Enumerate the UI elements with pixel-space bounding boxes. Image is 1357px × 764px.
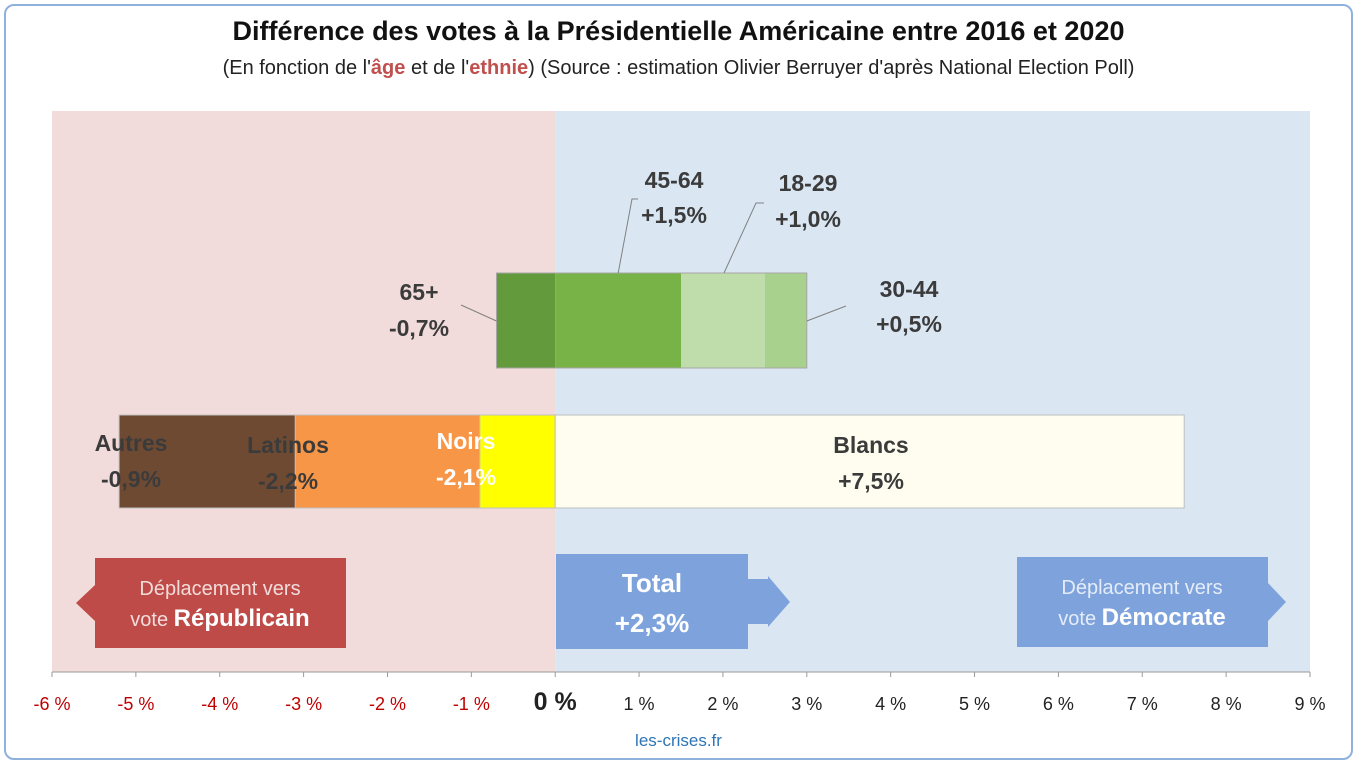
bars-layer xyxy=(118,272,1185,509)
label-noirs-value: -2,1% xyxy=(436,464,496,490)
republican-arrow-body xyxy=(95,558,346,648)
footer-source: les-crises.fr xyxy=(635,731,722,750)
republican-arrow-head xyxy=(76,585,95,621)
x-tick-label: 7 % xyxy=(1127,694,1158,714)
arrows-layer: Déplacement vers vote Républicain Total +2,… xyxy=(76,554,1286,649)
label-18-29-name: 18-29 xyxy=(779,170,838,196)
total-value: +2,3% xyxy=(615,608,689,638)
label-65-name: 65+ xyxy=(399,279,438,305)
subtitle-age: âge xyxy=(370,57,406,79)
x-tick-label: -2 % xyxy=(369,694,406,714)
label-65-value: -0,7% xyxy=(389,315,449,341)
subtitle-ethnie: ethnie xyxy=(469,57,529,79)
bar-65+ xyxy=(496,273,556,368)
bar-45-64 xyxy=(555,273,681,368)
label-noirs-name: Noirs xyxy=(437,428,496,454)
labels-layer: 65+ -0,7% 45-64 +1,5% 18-29 +1,0% 30-44 +0,5% Au… xyxy=(95,167,942,494)
democrat-arrow-body xyxy=(1017,557,1268,647)
x-axis-ticks: -6 % -5 % -4 % -3 % -2 % -1 % 0 % 1 % 2 % 3 % 4 % 5… xyxy=(33,672,1326,716)
label-autres-value: -0,9% xyxy=(101,466,161,492)
x-tick-label: 8 % xyxy=(1211,694,1242,714)
x-tick-label: 3 % xyxy=(791,694,822,714)
label-latinos-value: -2,2% xyxy=(258,468,318,494)
total-arrow-body xyxy=(556,554,748,649)
total-name: Total xyxy=(622,568,682,598)
bar-blancs xyxy=(554,414,1185,509)
x-tick-label: 5 % xyxy=(959,694,990,714)
x-tick-label: -4 % xyxy=(201,694,238,714)
x-tick-label: 1 % xyxy=(624,694,655,714)
x-tick-label: -1 % xyxy=(453,694,490,714)
democrat-arrow-line2: vote Démocrate xyxy=(1058,604,1225,631)
x-tick-label: -3 % xyxy=(285,694,322,714)
label-blancs-name: Blancs xyxy=(833,432,908,458)
democrat-arrow-head xyxy=(1268,583,1286,621)
subtitle-part-2: et de l' xyxy=(405,57,470,79)
bar-autres xyxy=(479,414,556,509)
label-30-44-name: 30-44 xyxy=(880,276,939,302)
chart-subtitle: (En fonction de l'âge et de l'ethnie) (S… xyxy=(0,57,1357,80)
democrat-arrow-line1: Déplacement vers xyxy=(1061,577,1222,599)
subtitle-part-1: (En fonction de l' xyxy=(222,57,371,79)
bar-latinos xyxy=(294,414,481,509)
x-tick-label: 9 % xyxy=(1294,694,1325,714)
leader-45-64 xyxy=(617,198,638,274)
leader-18-29 xyxy=(723,202,764,274)
x-tick-label: -5 % xyxy=(117,694,154,714)
x-tick-label: 4 % xyxy=(875,694,906,714)
label-latinos-name: Latinos xyxy=(247,432,329,458)
bar-30-44 xyxy=(764,273,807,368)
label-45-64-value: +1,5% xyxy=(641,202,707,228)
leader-30-44 xyxy=(806,305,847,322)
x-tick-label: 2 % xyxy=(707,694,738,714)
chart-title: Différence des votes à la Présidentielle… xyxy=(232,16,1125,46)
label-30-44-value: +0,5% xyxy=(876,311,942,337)
subtitle-part-3: ) (Source : estimation Olivier Berruyer … xyxy=(528,57,1135,79)
label-45-64-name: 45-64 xyxy=(645,167,704,193)
leader-65 xyxy=(460,304,497,322)
republican-arrow-line1: Déplacement vers xyxy=(139,578,300,600)
bar-noirs xyxy=(118,414,296,509)
republican-arrow-line2: vote Républicain xyxy=(130,605,309,632)
x-tick-label: 0 % xyxy=(534,688,577,716)
total-arrow-head xyxy=(748,576,790,627)
x-tick-label: 6 % xyxy=(1043,694,1074,714)
bar-18-29 xyxy=(681,273,765,368)
label-18-29-value: +1,0% xyxy=(775,206,841,232)
label-autres-name: Autres xyxy=(95,430,168,456)
x-tick-label: -6 % xyxy=(33,694,70,714)
label-blancs-value: +7,5% xyxy=(838,468,904,494)
